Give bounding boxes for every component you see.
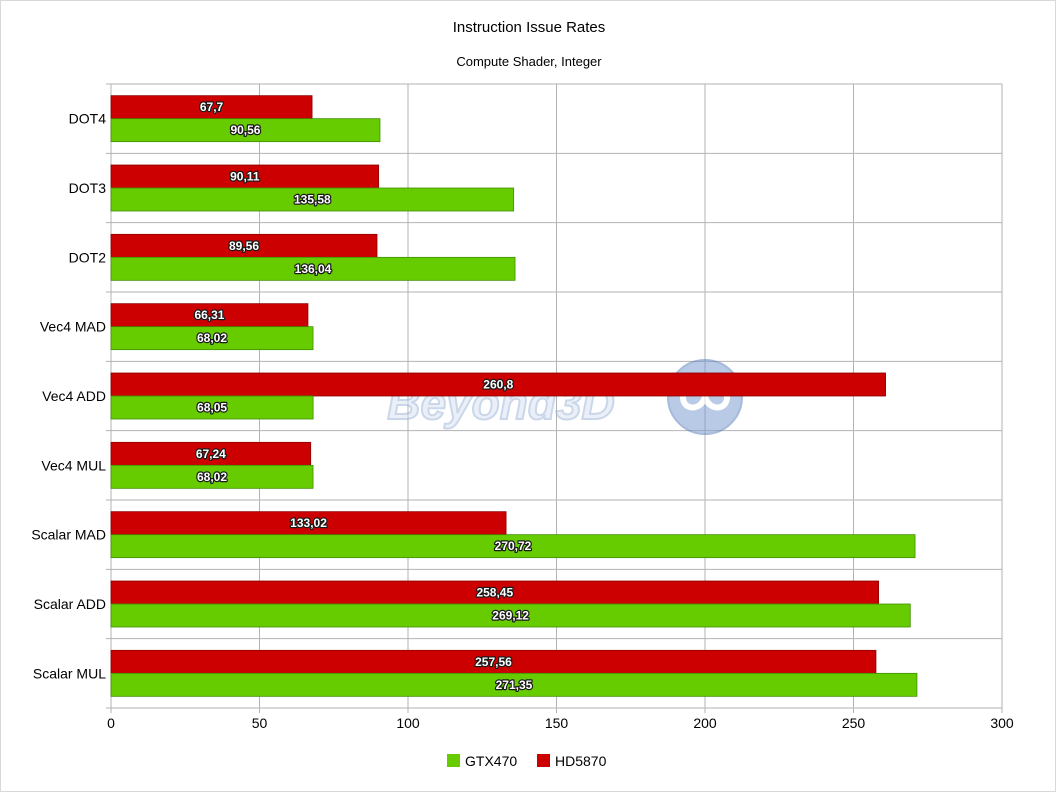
hd5870-data-label: 258,45 bbox=[476, 586, 513, 600]
hd5870-data-label: 260,8 bbox=[483, 378, 513, 392]
category-label: Vec4 MUL bbox=[41, 457, 106, 473]
gtx470-bar bbox=[110, 187, 515, 212]
gtx470-data-label: 135,58 bbox=[294, 193, 331, 207]
category-label: DOT3 bbox=[69, 180, 107, 196]
gtx470-data-label: 68,02 bbox=[197, 470, 227, 484]
gtx470-bar bbox=[110, 395, 314, 420]
hd5870-bar bbox=[110, 372, 886, 397]
gtx470-data-label: 68,02 bbox=[197, 331, 227, 345]
hd5870-data-label: 89,56 bbox=[229, 239, 259, 253]
gtx470-data-label: 90,56 bbox=[230, 123, 260, 137]
x-tick-label: 100 bbox=[396, 715, 420, 731]
gtx470-data-label: 68,05 bbox=[197, 401, 227, 415]
x-tick-label: 150 bbox=[545, 715, 569, 731]
x-tick-label: 200 bbox=[693, 715, 717, 731]
category-label: Vec4 ADD bbox=[42, 388, 106, 404]
legend: GTX470 HD5870 bbox=[447, 753, 607, 769]
category-label: DOT4 bbox=[69, 111, 107, 127]
hd5870-data-label: 133,02 bbox=[290, 516, 327, 530]
category-label: Scalar MAD bbox=[31, 527, 106, 543]
beyond3d-logo-icon bbox=[667, 359, 743, 435]
gtx470-bar bbox=[110, 256, 516, 281]
hd5870-data-label: 66,31 bbox=[194, 308, 224, 322]
gtx470-bar bbox=[110, 326, 314, 351]
gtx470-data-label: 271,35 bbox=[496, 678, 533, 692]
category-label: Scalar MUL bbox=[33, 665, 106, 681]
hd5870-data-label: 257,56 bbox=[475, 655, 512, 669]
gtx470-data-label: 269,12 bbox=[492, 609, 529, 623]
x-tick-label: 0 bbox=[107, 715, 115, 731]
x-tick-label: 250 bbox=[842, 715, 866, 731]
category-label: DOT2 bbox=[69, 249, 107, 265]
gtx470-legend-swatch bbox=[447, 754, 460, 767]
gtx470-bar bbox=[110, 603, 911, 628]
axes: 0 50 100 150 200 250 300 DOT4 DOT3 DOT2 Vec4 MAD Ve… bbox=[31, 111, 1014, 731]
gtx470-bar bbox=[110, 672, 918, 697]
hd5870-legend-label: HD5870 bbox=[555, 753, 607, 769]
chart-subtitle: Compute Shader, Integer bbox=[456, 54, 602, 69]
category-label: Scalar ADD bbox=[34, 596, 106, 612]
bars bbox=[110, 95, 918, 697]
gtx470-data-label: 270,72 bbox=[495, 539, 532, 553]
watermark: Beyond3D bbox=[386, 359, 743, 435]
hd5870-data-label: 90,11 bbox=[230, 170, 260, 184]
gtx470-bar bbox=[110, 118, 381, 143]
hd5870-data-label: 67,24 bbox=[196, 447, 226, 461]
gtx470-data-label: 136,04 bbox=[295, 262, 332, 276]
hd5870-legend-swatch bbox=[537, 754, 550, 767]
gtx470-bar bbox=[110, 534, 916, 559]
x-tick-label: 300 bbox=[990, 715, 1014, 731]
hd5870-data-label: 67,7 bbox=[200, 100, 224, 114]
gtx470-legend-label: GTX470 bbox=[465, 753, 517, 769]
chart-title: Instruction Issue Rates bbox=[453, 19, 606, 36]
x-tick-label: 50 bbox=[252, 715, 268, 731]
data-labels: 67,7 90,56 90,11 135,58 89,56 136,04 66,31 68,0… bbox=[193, 99, 534, 693]
gtx470-bar bbox=[110, 464, 314, 489]
category-label: Vec4 MAD bbox=[40, 319, 106, 335]
